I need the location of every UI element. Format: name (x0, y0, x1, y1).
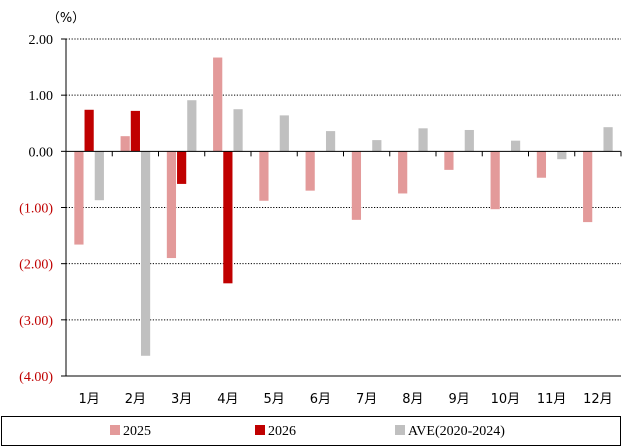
legend-label-AVE(2020-2024): AVE(2020-2024) (408, 424, 505, 439)
bar-AVE(2020-2024)-12月 (603, 127, 613, 152)
y-tick-label: (2.00) (19, 258, 53, 273)
x-tick-label: 10月 (491, 392, 521, 407)
x-tick-label: 9月 (448, 392, 469, 407)
bar-2025-2月 (120, 136, 130, 152)
bar-AVE(2020-2024)-4月 (233, 109, 243, 152)
x-tick-label: 5月 (263, 392, 284, 407)
bar-2025-7月 (351, 151, 362, 220)
y-tick-label: 0.00 (29, 145, 54, 160)
bar-2025-12月 (583, 151, 593, 223)
x-tick-label: 6月 (310, 392, 331, 407)
bar-AVE(2020-2024)-1月 (94, 151, 104, 201)
x-tick-label: 2月 (125, 392, 146, 407)
bar-AVE(2020-2024)-6月 (325, 131, 336, 152)
bar-AVE(2020-2024)-3月 (187, 100, 197, 152)
bar-2026-4月 (223, 151, 233, 284)
bar-AVE(2020-2024)-10月 (510, 140, 521, 152)
bar-2025-9月 (444, 151, 454, 170)
bar-2025-1月 (74, 151, 84, 245)
legend-swatch-2025 (110, 425, 120, 435)
bar-AVE(2020-2024)-11月 (557, 151, 567, 160)
x-tick-label: 3月 (171, 392, 192, 407)
x-tick-label: 8月 (402, 392, 423, 407)
y-tick-label: 2.00 (29, 33, 54, 48)
legend-swatch-AVE(2020-2024) (395, 425, 405, 435)
bar-2026-3月 (177, 151, 187, 184)
bar-2025-11月 (536, 151, 547, 178)
bar-AVE(2020-2024)-7月 (372, 140, 382, 152)
legend-label-2025: 2025 (123, 424, 151, 439)
bar-AVE(2020-2024)-8月 (418, 128, 428, 152)
y-tick-label: (1.00) (19, 202, 53, 217)
x-tick-label: 12月 (583, 392, 613, 407)
bar-AVE(2020-2024)-9月 (464, 129, 474, 152)
x-tick-label: 1月 (78, 392, 99, 407)
y-tick-label: (4.00) (19, 370, 53, 385)
bar-2025-8月 (398, 151, 408, 194)
y-tick-label: (3.00) (19, 314, 53, 329)
bar-2026-1月 (84, 109, 94, 152)
bar-2025-10月 (490, 151, 500, 210)
y-tick-label: 1.00 (29, 89, 54, 104)
y-tick-labels: 2.00 1.00 0.00 (1.00) (2.00) (3.00) (4.00) (19, 33, 53, 385)
bar-2025-5月 (259, 151, 269, 201)
bar-2025-6月 (305, 151, 315, 191)
x-tick-label: 11月 (537, 392, 567, 407)
bar-AVE(2020-2024)-5月 (279, 115, 289, 152)
legend: 2025 2026 AVE(2020-2024) (1, 416, 621, 446)
y-unit-label: （%） (47, 11, 85, 26)
legend-label-2026: 2026 (268, 424, 296, 439)
x-tick-label: 7月 (356, 392, 377, 407)
bar-AVE(2020-2024)-2月 (140, 151, 151, 356)
bar-2025-3月 (166, 151, 177, 259)
axes (61, 38, 622, 377)
x-tick-labels: 1月 2月 3月 4月 5月 6月 7月 8月 9月 10月 11月 12月 (78, 392, 612, 407)
bar-2026-2月 (130, 110, 140, 152)
bars (74, 57, 613, 356)
gridlines (66, 38, 621, 321)
x-tick-label: 4月 (217, 392, 238, 407)
legend-swatch-2026 (255, 425, 265, 435)
legend-box (1, 416, 621, 446)
bar-2025-4月 (213, 57, 223, 152)
